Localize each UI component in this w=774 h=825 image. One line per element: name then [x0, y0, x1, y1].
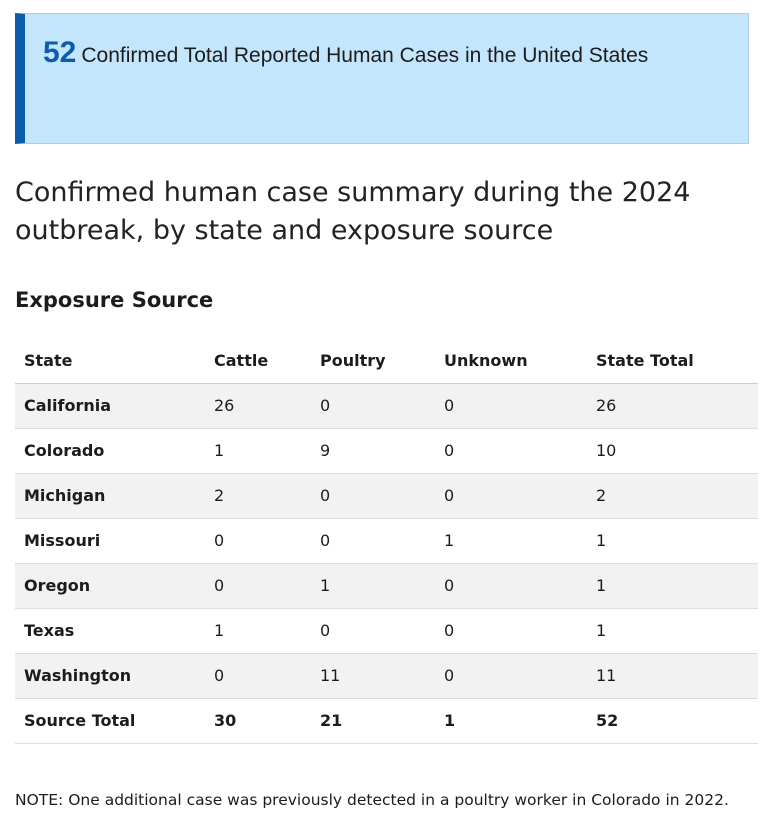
header-poultry: Poultry — [311, 338, 435, 384]
table-row: Washington 0 11 0 11 — [15, 653, 758, 699]
source-total-label: Source Total — [15, 698, 205, 744]
cell-state: Missouri — [15, 518, 205, 564]
header-unknown: Unknown — [435, 338, 587, 384]
table-row: Michigan 2 0 0 2 — [15, 473, 758, 519]
cell-total: 11 — [587, 653, 758, 699]
total-cases-label: Confirmed Total Reported Human Cases in … — [81, 44, 649, 67]
source-total-row: Source Total 30 21 1 52 — [15, 698, 758, 744]
summary-title: Confirmed human case summary during the … — [15, 177, 691, 246]
header-cattle: Cattle — [205, 338, 311, 384]
cell-unknown: 0 — [435, 563, 587, 609]
footnote: NOTE: One additional case was previously… — [15, 791, 729, 809]
cell-state: Oregon — [15, 563, 205, 609]
source-total-cattle: 30 — [205, 698, 311, 744]
header-state-total: State Total — [587, 338, 758, 384]
source-total-unknown: 1 — [435, 698, 587, 744]
cell-unknown: 0 — [435, 653, 587, 699]
table-row: Colorado 1 9 0 10 — [15, 428, 758, 474]
cell-state: Michigan — [15, 473, 205, 519]
cell-state: Washington — [15, 653, 205, 699]
cell-unknown: 0 — [435, 608, 587, 654]
table-row: Missouri 0 0 1 1 — [15, 518, 758, 564]
cell-total: 1 — [587, 563, 758, 609]
cell-cattle: 1 — [205, 428, 311, 474]
cell-unknown: 0 — [435, 428, 587, 474]
cell-unknown: 0 — [435, 473, 587, 519]
table-row: Texas 1 0 0 1 — [15, 608, 758, 654]
table-header-row: State Cattle Poultry Unknown State Total — [15, 338, 758, 384]
cell-cattle: 2 — [205, 473, 311, 519]
cell-total: 2 — [587, 473, 758, 519]
cell-poultry: 1 — [311, 563, 435, 609]
cell-total: 1 — [587, 518, 758, 564]
cell-poultry: 9 — [311, 428, 435, 474]
table-row: Oregon 0 1 0 1 — [15, 563, 758, 609]
cell-poultry: 11 — [311, 653, 435, 699]
grand-total: 52 — [587, 698, 758, 744]
header-state: State — [15, 338, 205, 384]
cell-total: 26 — [587, 383, 758, 429]
cell-cattle: 26 — [205, 383, 311, 429]
cell-state: California — [15, 383, 205, 429]
cell-cattle: 0 — [205, 563, 311, 609]
cell-poultry: 0 — [311, 383, 435, 429]
cell-state: Colorado — [15, 428, 205, 474]
cell-poultry: 0 — [311, 608, 435, 654]
table-row: California 26 0 0 26 — [15, 383, 758, 429]
cell-unknown: 1 — [435, 518, 587, 564]
cell-poultry: 0 — [311, 473, 435, 519]
callout-text: 52 Confirmed Total Reported Human Cases i… — [43, 36, 648, 70]
cell-poultry: 0 — [311, 518, 435, 564]
cell-unknown: 0 — [435, 383, 587, 429]
exposure-source-heading: Exposure Source — [15, 288, 214, 312]
cell-cattle: 1 — [205, 608, 311, 654]
cell-state: Texas — [15, 608, 205, 654]
cell-total: 1 — [587, 608, 758, 654]
case-summary-table: State Cattle Poultry Unknown State Total… — [15, 338, 758, 744]
cell-cattle: 0 — [205, 653, 311, 699]
cell-cattle: 0 — [205, 518, 311, 564]
source-total-poultry: 21 — [311, 698, 435, 744]
total-cases-callout: 52 Confirmed Total Reported Human Cases i… — [15, 13, 749, 144]
total-cases-count: 52 — [43, 36, 77, 69]
cell-total: 10 — [587, 428, 758, 474]
